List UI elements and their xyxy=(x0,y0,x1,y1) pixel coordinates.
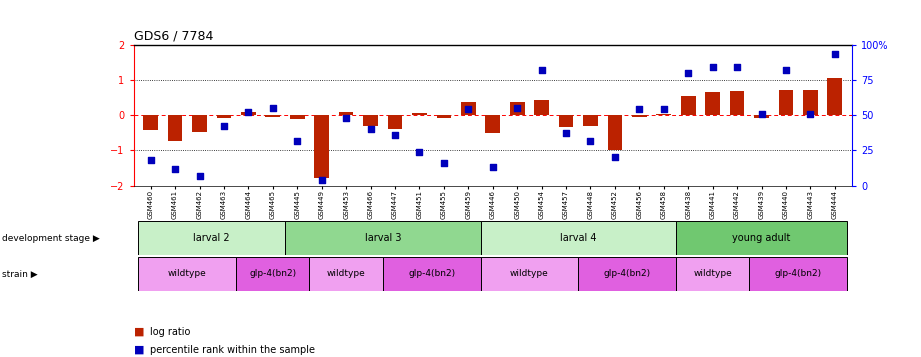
Bar xyxy=(632,115,647,117)
Point xyxy=(485,165,500,170)
Point xyxy=(241,110,256,115)
Bar xyxy=(729,91,744,115)
Text: wildtype: wildtype xyxy=(510,270,549,278)
Bar xyxy=(578,257,676,291)
Point xyxy=(583,138,598,144)
Text: strain ▶: strain ▶ xyxy=(2,270,38,278)
Bar xyxy=(168,115,182,141)
Bar xyxy=(138,257,236,291)
Text: glp-4(bn2): glp-4(bn2) xyxy=(775,270,822,278)
Point xyxy=(534,67,549,73)
Point xyxy=(290,138,305,144)
Text: percentile rank within the sample: percentile rank within the sample xyxy=(150,345,315,355)
Text: GDS6 / 7784: GDS6 / 7784 xyxy=(134,29,213,42)
Bar xyxy=(290,115,305,119)
Bar xyxy=(827,78,842,115)
Point xyxy=(192,173,207,178)
Point xyxy=(729,64,744,70)
Bar xyxy=(138,221,285,255)
Bar xyxy=(461,102,475,115)
Text: ■: ■ xyxy=(134,345,144,355)
Point xyxy=(705,64,720,70)
Text: glp-4(bn2): glp-4(bn2) xyxy=(250,270,297,278)
Text: glp-4(bn2): glp-4(bn2) xyxy=(603,270,651,278)
Point xyxy=(559,131,574,136)
Bar xyxy=(216,115,231,118)
Bar xyxy=(192,115,207,132)
Bar xyxy=(754,115,769,118)
Point xyxy=(144,157,158,163)
Text: young adult: young adult xyxy=(732,233,791,243)
Text: larval 2: larval 2 xyxy=(193,233,230,243)
Text: ■: ■ xyxy=(134,327,144,337)
Text: development stage ▶: development stage ▶ xyxy=(2,234,99,243)
Bar xyxy=(510,102,524,115)
Bar xyxy=(285,221,481,255)
Point xyxy=(681,70,695,76)
Bar xyxy=(559,115,574,127)
Bar xyxy=(241,112,256,115)
Point xyxy=(657,107,671,112)
Point xyxy=(314,177,329,183)
Point xyxy=(778,67,793,73)
Bar xyxy=(676,221,847,255)
Bar xyxy=(676,257,750,291)
Bar xyxy=(265,115,280,117)
Text: larval 3: larval 3 xyxy=(365,233,401,243)
Bar xyxy=(750,257,847,291)
Bar xyxy=(309,257,383,291)
Text: log ratio: log ratio xyxy=(150,327,191,337)
Bar xyxy=(657,114,671,115)
Bar xyxy=(388,115,402,129)
Point xyxy=(216,124,231,129)
Bar xyxy=(363,115,378,126)
Bar xyxy=(481,257,578,291)
Text: wildtype: wildtype xyxy=(694,270,732,278)
Text: wildtype: wildtype xyxy=(327,270,366,278)
Point xyxy=(460,107,475,112)
Point xyxy=(437,160,451,166)
Bar xyxy=(608,115,623,150)
Bar xyxy=(383,257,481,291)
Point xyxy=(608,155,623,160)
Point xyxy=(510,105,525,111)
Point xyxy=(754,111,769,117)
Bar xyxy=(481,221,676,255)
Point xyxy=(168,166,182,172)
Point xyxy=(363,126,378,132)
Bar xyxy=(681,96,695,115)
Bar xyxy=(437,115,451,118)
Point xyxy=(388,132,402,138)
Point xyxy=(412,149,426,155)
Bar xyxy=(485,115,500,134)
Bar xyxy=(144,115,158,130)
Bar xyxy=(778,90,793,115)
Text: glp-4(bn2): glp-4(bn2) xyxy=(408,270,455,278)
Point xyxy=(339,115,354,121)
Point xyxy=(827,52,842,57)
Point xyxy=(265,105,280,111)
Bar xyxy=(314,115,329,178)
Text: wildtype: wildtype xyxy=(168,270,206,278)
Point xyxy=(632,107,647,112)
Text: larval 4: larval 4 xyxy=(560,233,597,243)
Bar xyxy=(705,92,720,115)
Point xyxy=(803,111,818,117)
Bar xyxy=(339,112,354,115)
Bar xyxy=(412,114,426,115)
Bar xyxy=(803,90,818,115)
Bar xyxy=(534,100,549,115)
Bar xyxy=(583,115,598,126)
Bar xyxy=(236,257,309,291)
